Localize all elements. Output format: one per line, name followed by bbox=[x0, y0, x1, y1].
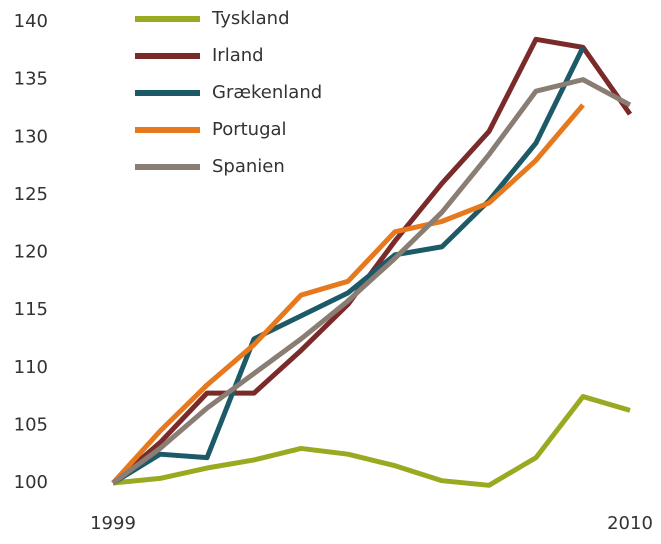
series-line bbox=[111, 46, 586, 486]
series-line bbox=[111, 77, 632, 486]
series-line bbox=[111, 103, 585, 485]
legend-label: Tyskland bbox=[211, 8, 290, 29]
x-tick-label: 2010 bbox=[607, 513, 653, 534]
legend-label: Grækenland bbox=[212, 82, 322, 103]
legend-label: Spanien bbox=[212, 156, 285, 177]
y-tick-label: 100 bbox=[14, 472, 48, 493]
y-tick-label: 110 bbox=[14, 357, 48, 378]
y-tick-label: 125 bbox=[14, 184, 48, 205]
y-tick-label: 105 bbox=[14, 414, 48, 435]
y-tick-label: 130 bbox=[14, 126, 48, 147]
y-tick-label: 135 bbox=[14, 69, 48, 90]
y-tick-label: 120 bbox=[14, 242, 48, 263]
legend-label: Portugal bbox=[212, 119, 287, 140]
legend-label: Irland bbox=[212, 45, 264, 66]
x-tick-label: 1999 bbox=[90, 513, 136, 534]
y-tick-label: 115 bbox=[14, 299, 48, 320]
y-tick-label: 140 bbox=[14, 11, 48, 32]
series-line bbox=[112, 394, 631, 488]
